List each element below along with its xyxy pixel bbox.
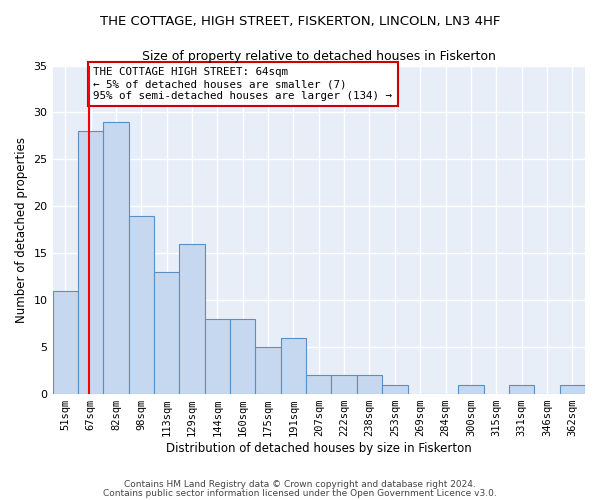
Text: Contains public sector information licensed under the Open Government Licence v3: Contains public sector information licen… xyxy=(103,488,497,498)
Bar xyxy=(256,347,281,394)
Bar xyxy=(509,384,534,394)
Bar xyxy=(306,376,331,394)
Bar xyxy=(560,384,585,394)
Text: THE COTTAGE, HIGH STREET, FISKERTON, LINCOLN, LN3 4HF: THE COTTAGE, HIGH STREET, FISKERTON, LIN… xyxy=(100,15,500,28)
Bar xyxy=(128,216,154,394)
Bar xyxy=(53,291,78,394)
Bar xyxy=(331,376,357,394)
Bar xyxy=(205,319,230,394)
Bar xyxy=(103,122,128,394)
Title: Size of property relative to detached houses in Fiskerton: Size of property relative to detached ho… xyxy=(142,50,496,63)
Bar xyxy=(179,244,205,394)
Bar xyxy=(357,376,382,394)
Bar xyxy=(281,338,306,394)
Bar xyxy=(78,132,103,394)
Y-axis label: Number of detached properties: Number of detached properties xyxy=(15,137,28,323)
Bar xyxy=(230,319,256,394)
Bar xyxy=(382,384,407,394)
Bar xyxy=(458,384,484,394)
Text: Contains HM Land Registry data © Crown copyright and database right 2024.: Contains HM Land Registry data © Crown c… xyxy=(124,480,476,489)
Text: THE COTTAGE HIGH STREET: 64sqm
← 5% of detached houses are smaller (7)
95% of se: THE COTTAGE HIGH STREET: 64sqm ← 5% of d… xyxy=(93,68,392,100)
Bar xyxy=(154,272,179,394)
X-axis label: Distribution of detached houses by size in Fiskerton: Distribution of detached houses by size … xyxy=(166,442,472,455)
